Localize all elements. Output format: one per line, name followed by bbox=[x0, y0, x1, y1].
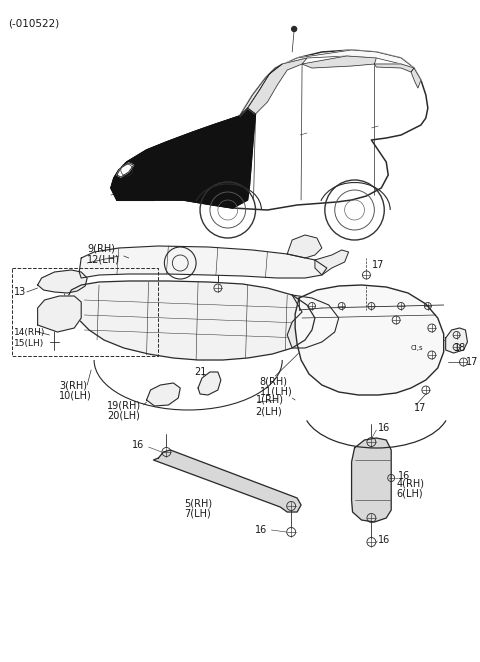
Text: 17: 17 bbox=[466, 357, 478, 367]
Text: 17: 17 bbox=[372, 260, 385, 270]
Text: 20(LH): 20(LH) bbox=[107, 411, 140, 421]
Text: (-010522): (-010522) bbox=[8, 18, 59, 28]
Text: 13: 13 bbox=[14, 287, 26, 297]
Text: 16: 16 bbox=[378, 535, 391, 545]
Text: 2(LH): 2(LH) bbox=[255, 406, 282, 416]
Text: 21: 21 bbox=[194, 367, 206, 377]
Text: 14(RH): 14(RH) bbox=[14, 328, 45, 337]
Polygon shape bbox=[37, 296, 81, 332]
Polygon shape bbox=[240, 64, 282, 116]
Polygon shape bbox=[111, 108, 255, 208]
Polygon shape bbox=[351, 438, 391, 522]
Polygon shape bbox=[302, 56, 376, 68]
Polygon shape bbox=[198, 372, 221, 395]
Polygon shape bbox=[111, 50, 428, 210]
Text: 15(LH): 15(LH) bbox=[14, 339, 44, 348]
Polygon shape bbox=[248, 104, 257, 112]
Text: 8(RH): 8(RH) bbox=[260, 376, 288, 386]
Polygon shape bbox=[248, 58, 307, 114]
Polygon shape bbox=[287, 235, 322, 258]
Text: 18: 18 bbox=[454, 343, 466, 353]
Text: 5(RH): 5(RH) bbox=[184, 498, 212, 508]
Polygon shape bbox=[117, 163, 134, 177]
Polygon shape bbox=[154, 450, 301, 512]
Text: 17: 17 bbox=[414, 403, 426, 413]
Text: 4(RH): 4(RH) bbox=[396, 478, 424, 488]
Text: 10(LH): 10(LH) bbox=[60, 391, 92, 401]
Polygon shape bbox=[127, 193, 146, 198]
Text: 16: 16 bbox=[132, 440, 144, 450]
Text: 16: 16 bbox=[398, 471, 410, 481]
Text: 11(LH): 11(LH) bbox=[260, 387, 292, 397]
Text: 9(RH): 9(RH) bbox=[87, 243, 115, 253]
Text: 16: 16 bbox=[378, 423, 391, 433]
Text: 1(RH): 1(RH) bbox=[255, 395, 284, 405]
Text: 12(LH): 12(LH) bbox=[87, 254, 120, 264]
Bar bbox=[12, 268, 158, 356]
Polygon shape bbox=[79, 246, 327, 278]
Text: Cl,s: Cl,s bbox=[411, 345, 424, 351]
Text: 19(RH): 19(RH) bbox=[107, 400, 141, 410]
Polygon shape bbox=[315, 250, 348, 275]
Polygon shape bbox=[411, 68, 421, 88]
Polygon shape bbox=[276, 50, 421, 80]
Text: 3(RH): 3(RH) bbox=[60, 380, 87, 390]
Polygon shape bbox=[374, 64, 414, 72]
Polygon shape bbox=[445, 328, 468, 353]
Text: 7(LH): 7(LH) bbox=[184, 509, 211, 519]
Text: 16: 16 bbox=[255, 525, 267, 535]
Polygon shape bbox=[67, 281, 315, 360]
Polygon shape bbox=[287, 295, 339, 348]
Circle shape bbox=[292, 26, 297, 32]
Polygon shape bbox=[146, 383, 180, 406]
Polygon shape bbox=[37, 270, 87, 293]
Polygon shape bbox=[295, 285, 444, 395]
Text: 6(LH): 6(LH) bbox=[396, 489, 423, 499]
